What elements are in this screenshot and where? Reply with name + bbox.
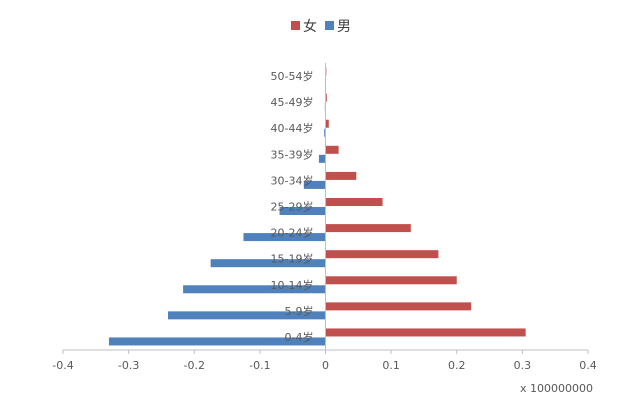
- category-label-6: 30-34岁: [271, 173, 314, 187]
- legend-swatch-0: [291, 21, 300, 30]
- bar-female-3: [325, 250, 439, 259]
- category-label-2: 10-14岁: [271, 278, 314, 292]
- bar-male-7: [318, 154, 326, 163]
- x-tick-label-5: 0.1: [382, 359, 400, 372]
- bar-female-6: [325, 171, 357, 180]
- bar-male-0: [108, 337, 326, 346]
- bar-female-4: [325, 224, 411, 233]
- x-tick-label-2: -0.2: [184, 359, 205, 372]
- bars: [108, 67, 526, 346]
- bar-female-9: [325, 93, 327, 102]
- bar-female-1: [325, 302, 472, 311]
- bar-male-4: [243, 233, 326, 242]
- category-label-4: 20-24岁: [271, 226, 314, 240]
- legend-swatch-1: [325, 21, 334, 30]
- category-labels: 0-4岁 5-9岁 10-14岁 15-19岁 20-24岁 25-29岁 30-34岁 35…: [271, 69, 314, 344]
- bar-female-7: [325, 145, 339, 154]
- x-tick-label-8: 0.4: [579, 359, 597, 372]
- legend: 女男: [291, 18, 351, 35]
- category-label-7: 35-39岁: [271, 147, 314, 161]
- category-label-10: 50-54岁: [271, 69, 314, 83]
- bar-female-2: [325, 276, 457, 285]
- x-axis: -0.4 -0.3 -0.2 -0.1 0 0.1 0.2 0.3 0.4: [52, 63, 597, 372]
- category-label-1: 5-9岁: [285, 304, 314, 318]
- category-label-5: 25-29岁: [271, 200, 314, 214]
- x-tick-label-1: -0.3: [118, 359, 139, 372]
- x-tick-label-7: 0.3: [514, 359, 532, 372]
- category-label-0: 0-4岁: [285, 330, 314, 344]
- bar-male-3: [210, 259, 326, 268]
- category-label-8: 40-44岁: [271, 121, 314, 135]
- x-tick-label-4: 0: [322, 359, 329, 372]
- bar-male-2: [183, 285, 326, 294]
- category-label-9: 45-49岁: [271, 95, 314, 109]
- category-label-3: 15-19岁: [271, 252, 314, 266]
- x-tick-label-3: -0.1: [249, 359, 270, 372]
- x-tick-label-6: 0.2: [448, 359, 466, 372]
- bar-male-6: [303, 180, 326, 189]
- legend-label-0: 女: [303, 18, 317, 35]
- legend-label-1: 男: [337, 19, 351, 35]
- axis-unit-label: x 100000000: [520, 382, 593, 395]
- bar-female-0: [325, 328, 526, 337]
- bar-female-8: [325, 119, 329, 128]
- x-tick-label-0: -0.4: [52, 359, 73, 372]
- bar-male-5: [279, 207, 326, 215]
- bar-female-5: [325, 198, 383, 206]
- bar-male-8: [324, 128, 326, 137]
- bar-male-1: [168, 311, 326, 320]
